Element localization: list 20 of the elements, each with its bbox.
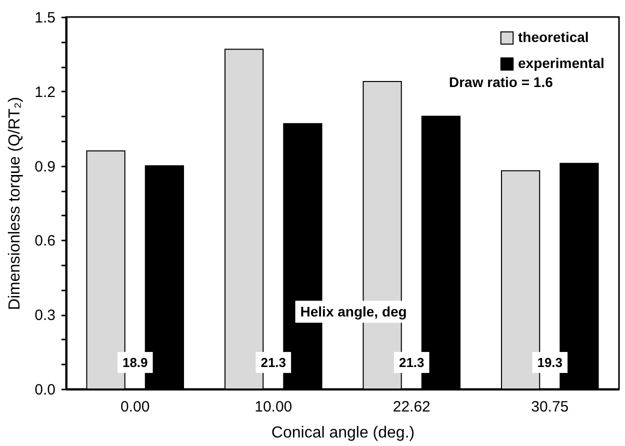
x-tick-label: 30.75 <box>531 398 569 416</box>
x-tick-label: 22.62 <box>392 398 430 416</box>
legend-label: experimental <box>518 55 604 71</box>
annotation: 19.3 <box>537 354 563 370</box>
x-axis-title: Conical angle (deg.) <box>271 424 415 442</box>
x-tick-label: 10.00 <box>254 398 292 416</box>
annotation: 21.3 <box>398 354 424 370</box>
x-tick-label: 0.00 <box>120 398 150 416</box>
y-tick-label: 0.9 <box>34 158 56 176</box>
annotation: 21.3 <box>260 354 286 370</box>
y-tick-label: 1.5 <box>34 10 56 26</box>
y-tick-label: 0.6 <box>34 232 56 250</box>
y-axis-title: Dimensionless torque (Q/RT₂) <box>6 96 24 310</box>
annotation: Draw ratio = 1.6 <box>449 74 554 90</box>
y-tick-label: 1.2 <box>34 84 56 101</box>
y-tick-label: 0.0 <box>34 382 56 398</box>
legend-label: theoretical <box>518 29 589 45</box>
annotation: 18.9 <box>122 354 148 370</box>
annotation: Helix angle, deg <box>300 304 407 320</box>
y-tick-label: 0.3 <box>34 307 56 324</box>
